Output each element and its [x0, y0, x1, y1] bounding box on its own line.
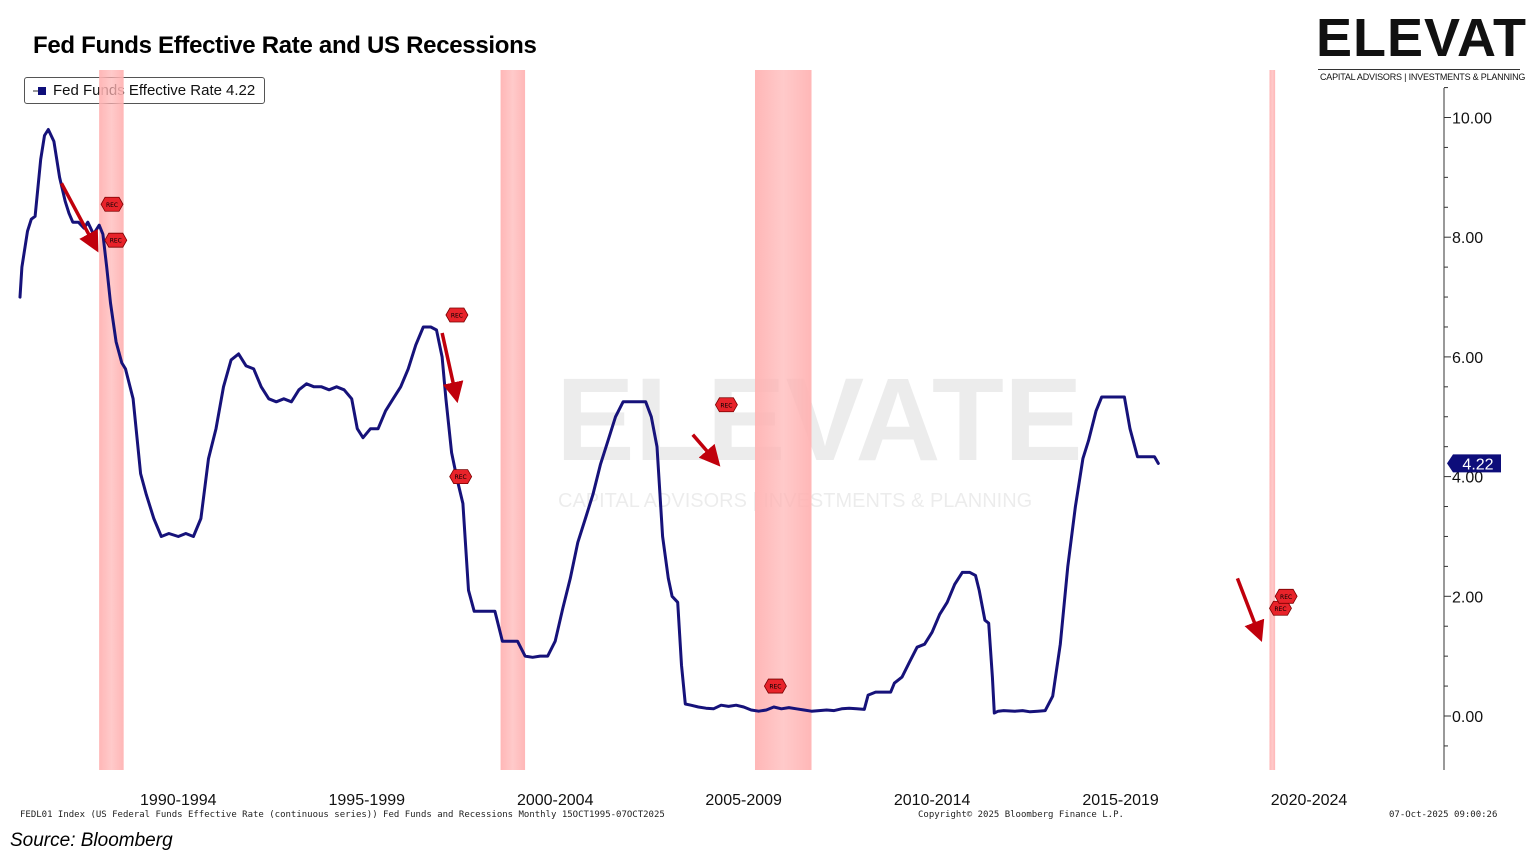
- last-value-label: 4.22: [1462, 456, 1493, 473]
- rec-marker-shape: [714, 397, 738, 413]
- y-tick-label: 8.00: [1452, 230, 1483, 247]
- rec-marker-label: REC: [110, 238, 122, 245]
- rec-marker: REC: [763, 678, 787, 694]
- watermark-word: ELEVATE: [556, 354, 1083, 486]
- y-tick-label: 0.00: [1452, 709, 1483, 726]
- x-tick-label: 1995-1999: [329, 792, 406, 809]
- brand-logo: ELEVATE CAPITAL ADVISORS | INVESTMENTS &…: [1316, 2, 1527, 86]
- y-tick-label: 10.00: [1452, 111, 1492, 128]
- legend-label: Fed Funds Effective Rate: [53, 82, 222, 99]
- legend-line-swatch-icon: [33, 85, 46, 97]
- rec-marker-label: REC: [720, 402, 732, 409]
- rec-marker-shape: [100, 196, 124, 212]
- rec-marker-label: REC: [106, 202, 118, 209]
- rec-marker: REC: [1274, 588, 1298, 604]
- rec-marker-label: REC: [769, 684, 781, 691]
- x-tick-label: 2015-2019: [1082, 792, 1159, 809]
- recession-arrow-icon: [59, 182, 99, 253]
- recession-band: [99, 70, 124, 770]
- legend[interactable]: Fed Funds Effective Rate 4.22: [24, 77, 265, 104]
- rec-marker-label: REC: [455, 474, 467, 481]
- recession-band: [754, 70, 812, 770]
- chart-title: Fed Funds Effective Rate and US Recessio…: [33, 32, 537, 59]
- logo-tagline: CAPITAL ADVISORS | INVESTMENTS & PLANNIN…: [1320, 72, 1526, 82]
- rec-marker: REC: [100, 196, 124, 212]
- fed-funds-line: [18, 128, 1160, 715]
- rec-marker-shape: [763, 678, 787, 694]
- recession-band: [1269, 70, 1276, 770]
- x-tick-label: 2020-2024: [1271, 792, 1348, 809]
- footer-description: FEDL01 Index (US Federal Funds Effective…: [20, 810, 665, 820]
- rec-marker: REC: [104, 232, 128, 248]
- rec-marker-label: REC: [1280, 594, 1292, 601]
- rec-marker-shape: [445, 307, 469, 323]
- rec-marker-shape: [449, 469, 473, 484]
- rec-marker-label: REC: [451, 313, 463, 320]
- source-note: Source: Bloomberg: [10, 830, 173, 851]
- y-tick-label: 6.00: [1452, 350, 1483, 367]
- last-value-badge: [1447, 454, 1501, 473]
- rec-marker-shape: [104, 232, 128, 248]
- rec-marker: REC: [1269, 600, 1292, 616]
- rec-marker: REC: [445, 307, 469, 323]
- rec-marker: REC: [714, 397, 738, 413]
- recession-arrow-icon: [440, 332, 464, 404]
- recession-arrow-icon: [691, 433, 721, 467]
- y-tick-label: 2.00: [1452, 589, 1483, 606]
- footer-timestamp: 07-Oct-2025 09:00:26: [1389, 810, 1498, 820]
- recession-arrow-icon: [1235, 577, 1265, 643]
- rec-marker-shape: [1269, 600, 1292, 616]
- x-tick-label: 2000-2004: [517, 792, 594, 809]
- rec-marker-shape: [1274, 588, 1298, 604]
- rec-marker: REC: [449, 469, 473, 484]
- x-tick-label: 2010-2014: [894, 792, 971, 809]
- legend-value: 4.22: [225, 82, 256, 99]
- rec-marker-label: REC: [1274, 606, 1286, 613]
- logo-word: ELEVATE: [1316, 8, 1527, 68]
- footer-copyright: Copyright© 2025 Bloomberg Finance L.P.: [918, 810, 1124, 820]
- recession-band: [500, 70, 526, 770]
- y-tick-label: 4.00: [1452, 470, 1483, 487]
- x-tick-label: 1990-1994: [140, 792, 217, 809]
- watermark-logo: ELEVATE CAPITAL ADVISORS | INVESTMENTS &…: [556, 360, 1083, 520]
- x-tick-label: 2005-2009: [705, 792, 782, 809]
